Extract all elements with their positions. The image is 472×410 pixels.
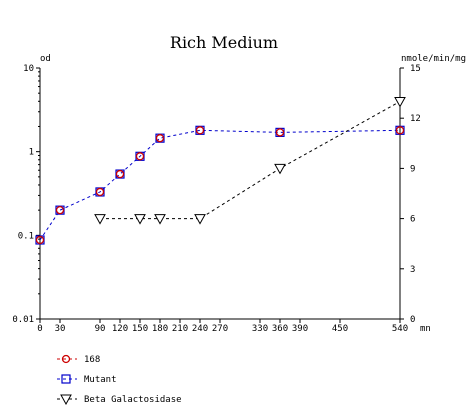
legend-label: Beta Galactosidase bbox=[84, 395, 182, 405]
legend-marker bbox=[61, 354, 71, 364]
right-axis-tick-label: 12 bbox=[410, 114, 421, 124]
right-axis-tick-label: 9 bbox=[410, 164, 415, 174]
x-axis-tick-label: 210 bbox=[172, 324, 188, 334]
right-axis-label: nmole/min/mg bbox=[401, 54, 466, 64]
series-layer bbox=[35, 96, 406, 245]
data-point-168 bbox=[395, 126, 405, 135]
left-axis-tick-label: 10 bbox=[23, 64, 34, 74]
data-point-168 bbox=[275, 128, 285, 137]
legend-item: Mutant bbox=[57, 374, 117, 385]
data-point-168 bbox=[55, 205, 65, 215]
x-axis-tick-label: 330 bbox=[252, 324, 268, 334]
x-axis-tick-label: 30 bbox=[55, 324, 66, 334]
x-axis-unit-label: mn bbox=[420, 324, 431, 334]
data-point-beta-galactosidase bbox=[134, 214, 146, 225]
legend-marker bbox=[61, 374, 71, 384]
data-point-beta-galactosidase bbox=[394, 96, 406, 108]
right-axis-tick-label: 15 bbox=[410, 64, 421, 74]
x-axis-tick-label: 0 bbox=[37, 324, 42, 334]
x-axis-tick-label: 270 bbox=[212, 324, 228, 334]
data-point-beta-galactosidase bbox=[154, 214, 166, 225]
data-point-168 bbox=[95, 187, 105, 197]
legend-marker bbox=[60, 394, 72, 406]
legend-item: 168 bbox=[57, 354, 100, 365]
data-point-168 bbox=[115, 169, 125, 179]
right-axis-tick-label: 3 bbox=[410, 265, 415, 275]
right-axis-tick-label: 0 bbox=[410, 315, 415, 325]
x-axis-tick-label: 240 bbox=[192, 324, 208, 334]
data-point-168 bbox=[135, 152, 145, 161]
legend: 168 Mutant Beta Galactosidase bbox=[57, 354, 182, 406]
series-line-mutant bbox=[39, 129, 401, 241]
data-point-168 bbox=[155, 134, 165, 143]
right-axis-tick-label: 6 bbox=[410, 215, 415, 225]
data-point-beta-galactosidase bbox=[94, 214, 106, 225]
legend-label: Mutant bbox=[84, 375, 117, 385]
x-axis-tick-label: 390 bbox=[292, 324, 308, 334]
data-point-beta-galactosidase bbox=[274, 163, 286, 175]
left-axis-tick-label: 1 bbox=[29, 148, 34, 158]
x-axis-tick-label: 150 bbox=[132, 324, 148, 334]
left-axis-tick-label: 0.01 bbox=[12, 315, 34, 325]
data-point-beta-galactosidase bbox=[194, 214, 206, 225]
x-axis-tick-label: 120 bbox=[112, 324, 128, 334]
legend-label: 168 bbox=[84, 355, 100, 365]
x-axis-tick-label: 540 bbox=[392, 324, 408, 334]
left-axis-tick-label: 0.1 bbox=[18, 231, 34, 241]
x-axis-tick-label: 180 bbox=[152, 324, 168, 334]
data-point-168 bbox=[35, 235, 45, 245]
x-axis-tick-label: 90 bbox=[95, 324, 106, 334]
series-line-beta-galactosidase bbox=[100, 101, 401, 220]
x-axis-tick-label: 360 bbox=[272, 324, 288, 334]
x-axis-tick-label: 450 bbox=[332, 324, 348, 334]
chart-title: Rich Medium bbox=[170, 33, 278, 52]
left-axis-label: od bbox=[40, 54, 51, 64]
legend-item: Beta Galactosidase bbox=[57, 394, 182, 406]
data-point-168 bbox=[195, 126, 205, 135]
